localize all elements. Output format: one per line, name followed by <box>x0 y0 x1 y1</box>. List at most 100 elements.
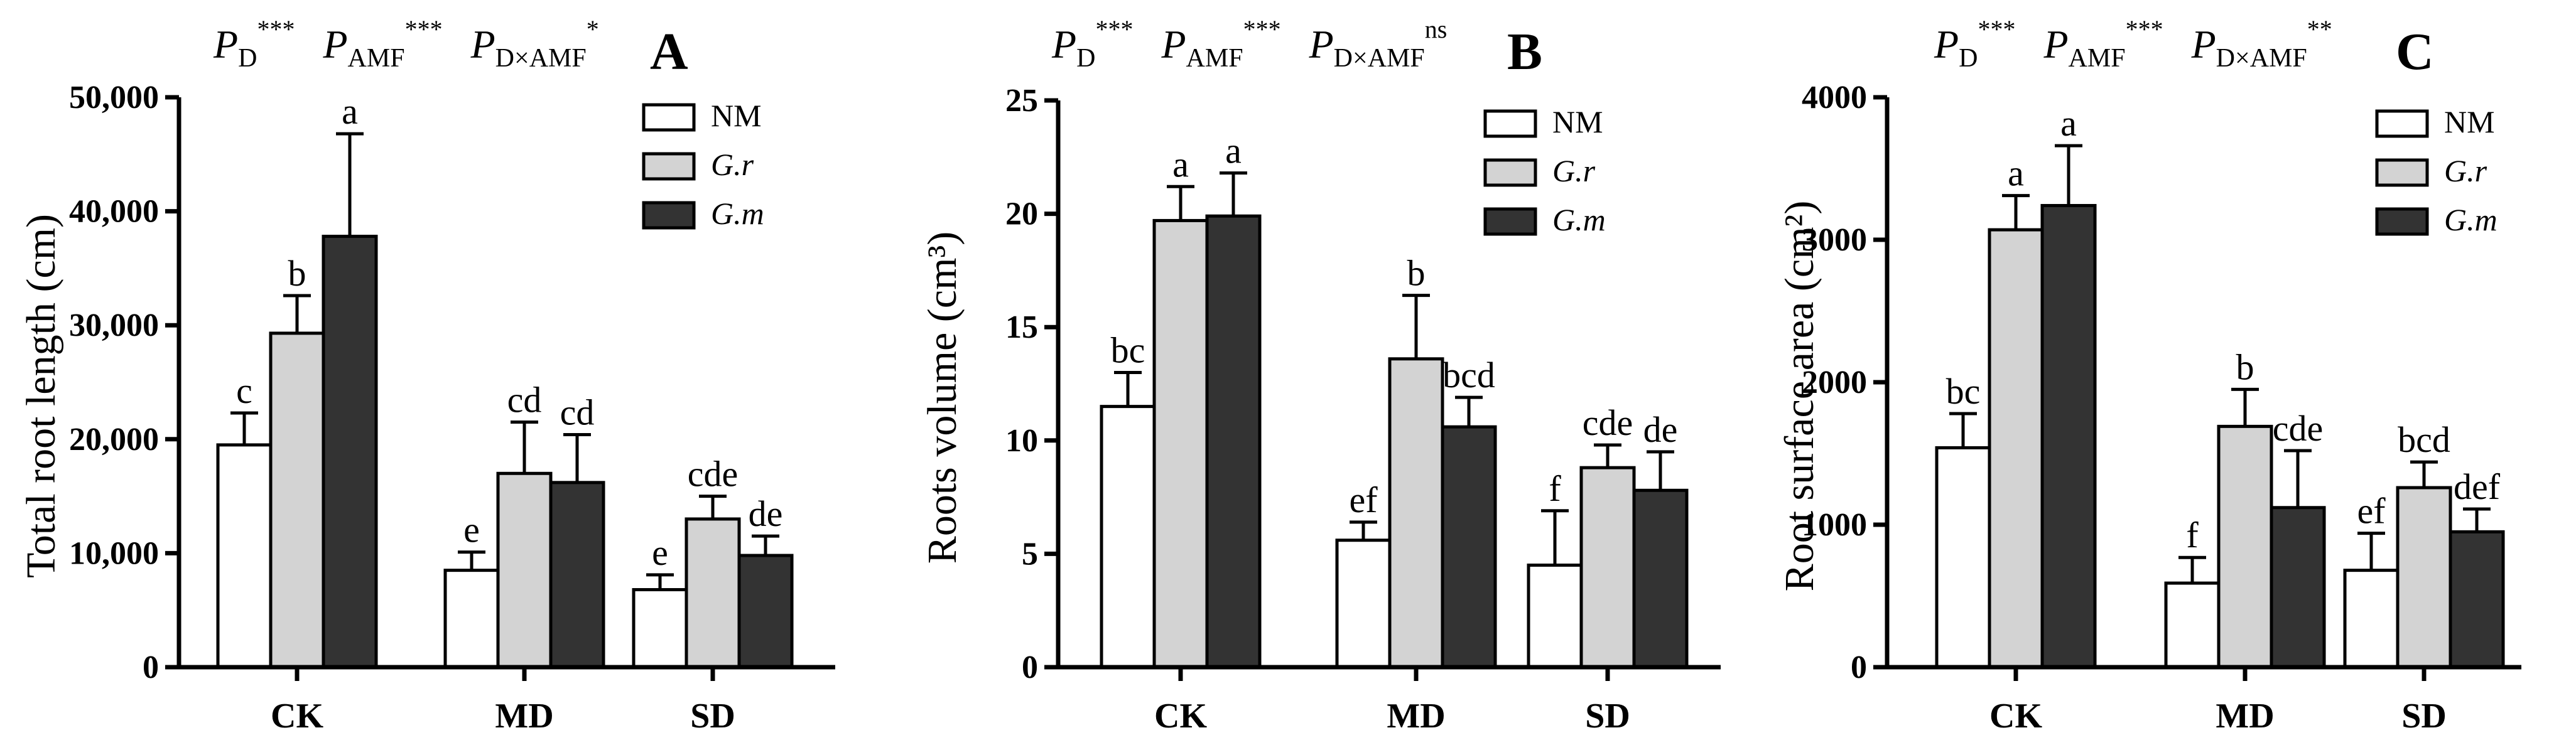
chart-panel-c: bc f ef a b bcd a cde def 0 1000 2000 3000 4000 CK MD SD… <box>1777 15 2521 736</box>
bar-gm-sd <box>1632 488 1689 669</box>
bar-nm-ck <box>1935 446 1991 669</box>
legend-label: G.r <box>711 147 754 182</box>
p-subscript: AMF <box>2069 44 2126 73</box>
bar-gr-ck <box>269 331 325 669</box>
bar-gm-md <box>2270 506 2326 669</box>
x-category-label: MD <box>1387 697 1445 736</box>
significance-letter: bcd <box>1442 355 1495 395</box>
significance-letter: cde <box>688 454 739 495</box>
legend-label: NM <box>711 98 762 133</box>
x-category-label: SD <box>1585 697 1630 736</box>
significance-letter: bcd <box>2398 419 2450 460</box>
p-subscript: D×AMF <box>495 44 587 73</box>
legend-label: G.m <box>1552 202 1606 237</box>
significance-letter: c <box>236 370 252 411</box>
significance-letter: de <box>749 493 783 534</box>
significance-letter: cde <box>2273 408 2324 449</box>
p-symbol: P <box>1934 22 1959 67</box>
p-subscript: AMF <box>1186 44 1243 73</box>
p-symbol: P <box>470 22 495 67</box>
significance-letter: cde <box>1583 402 1633 443</box>
legend-label: G.m <box>2444 202 2498 237</box>
bar-gr-ck <box>1988 228 2044 669</box>
legend-label: NM <box>2444 104 2495 139</box>
p-superscript: ** <box>2307 15 2332 43</box>
legend-swatch-gr <box>1483 158 1537 187</box>
bar-gm-sd <box>737 554 794 669</box>
bar-gm-ck <box>1205 214 1262 669</box>
legend-swatch-gm <box>1483 207 1537 236</box>
p-superscript: *** <box>405 15 443 43</box>
significance-letter: e <box>463 510 480 550</box>
y-tick-label: 25 <box>1005 83 1038 119</box>
p-superscript: *** <box>1243 15 1281 43</box>
p-subscript: D×AMF <box>2216 44 2307 73</box>
bar-nm-md <box>443 569 500 669</box>
p-value-annotation: PAMF*** <box>322 15 442 73</box>
significance-letter: b <box>1407 253 1426 294</box>
bar-nm-sd <box>2343 569 2400 669</box>
bar-gm-md <box>549 481 605 669</box>
y-axis-label: Total root length (cm) <box>18 214 64 578</box>
bar-gr-md <box>2217 424 2273 669</box>
significance-letter: f <box>1549 468 1561 509</box>
y-tick-label: 3000 <box>1802 222 1867 258</box>
x-category-label: MD <box>495 697 553 736</box>
y-axis-label: Root surface area (cm²) <box>1777 201 1822 592</box>
legend-swatch-gm <box>2375 207 2429 236</box>
chart-panel-a: c e e b cd cde a cd de 0 10,000 20,000 30,000 40,000 5… <box>18 15 835 736</box>
bar-nm-ck <box>216 443 273 669</box>
legend-swatch-gr <box>642 152 696 181</box>
x-category-label: CK <box>1154 697 1207 736</box>
p-subscript: D <box>1076 44 1095 73</box>
bar-gr-sd <box>685 517 741 669</box>
x-category-label: CK <box>1989 697 2042 736</box>
p-symbol: P <box>2043 22 2068 67</box>
legend-swatch-nm <box>1483 109 1537 138</box>
p-symbol: P <box>1051 22 1076 67</box>
significance-letter: f <box>2186 515 2199 555</box>
legend: NM G.r G.m <box>1483 104 1606 237</box>
significance-letter: b <box>2236 346 2254 387</box>
y-tick-label: 50,000 <box>69 80 159 115</box>
significance-letter: ef <box>1349 480 1378 520</box>
y-tick-label: 20 <box>1005 196 1038 232</box>
p-subscript: D <box>1959 44 1978 73</box>
significance-letter: a <box>1225 131 1242 171</box>
bar-nm-ck <box>1100 405 1156 669</box>
y-tick-label: 4000 <box>1802 80 1867 115</box>
p-value-annotation: PD*** <box>1051 15 1133 73</box>
legend-swatch-nm <box>642 103 696 132</box>
significance-letter: a <box>2008 153 2024 194</box>
significance-letter: ef <box>2357 491 2386 532</box>
significance-letter: e <box>652 532 668 573</box>
legend-swatch-gr <box>2375 158 2429 187</box>
bar-nm-sd <box>1527 563 1583 669</box>
p-value-annotation: PD*** <box>1934 15 2015 73</box>
panel-letter: A <box>650 23 688 81</box>
p-subscript: AMF <box>348 44 405 73</box>
p-value-annotation: PAMF*** <box>1161 15 1280 73</box>
legend-swatch-nm <box>2375 109 2429 138</box>
bar-gr-ck <box>1152 218 1209 669</box>
y-tick-label: 5 <box>1022 536 1038 572</box>
bar-gr-sd <box>1579 466 1636 669</box>
bar-gm-sd <box>2449 530 2505 669</box>
p-superscript: *** <box>2126 15 2163 43</box>
x-category-label: SD <box>2401 697 2447 736</box>
p-superscript: *** <box>257 15 295 43</box>
legend: NM G.r G.m <box>642 98 764 231</box>
p-symbol: P <box>1161 22 1186 67</box>
p-symbol: P <box>1309 22 1334 67</box>
bar-gr-md <box>1388 357 1444 669</box>
x-category-label: MD <box>2216 697 2274 736</box>
bar-gm-ck <box>2040 204 2097 669</box>
x-category-label: SD <box>690 697 735 736</box>
legend-swatch-gm <box>642 201 696 230</box>
p-value-annotation: PD×AMF** <box>2191 15 2332 73</box>
y-axis-label: Roots volume (cm³) <box>919 232 965 564</box>
p-symbol: P <box>322 22 347 67</box>
significance-letter: cd <box>560 392 595 433</box>
y-tick-label: 20,000 <box>69 422 159 458</box>
